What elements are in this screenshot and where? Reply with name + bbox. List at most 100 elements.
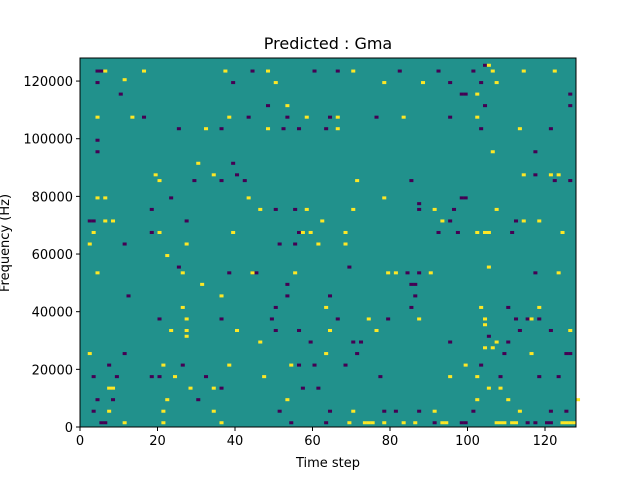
y-tick-label: 20000 [32,363,73,378]
heatmap-cell [176,265,181,269]
heatmap-cell [417,202,422,206]
heatmap-cell [370,421,375,425]
heatmap-cell [196,161,201,165]
heatmap-cell [122,78,127,82]
heatmap-cell [545,421,550,425]
heatmap-cell [502,352,507,356]
heatmap-cell [277,242,282,246]
heatmap-cell [285,294,290,298]
heatmap-cell [374,328,379,333]
heatmap-cell [254,271,259,275]
heatmap-cell [285,282,290,286]
heatmap-cell [479,363,484,367]
heatmap-cell [548,173,553,177]
heatmap-cell [355,179,360,183]
heatmap-cell [142,69,147,73]
heatmap-cell [475,230,480,234]
heatmap-cell [324,127,329,131]
heatmap-cell [180,271,185,275]
heatmap-cell [95,69,100,73]
heatmap-cell [486,386,491,390]
heatmap-cell [351,409,356,413]
heatmap-cell [533,150,538,154]
heatmap-cell [211,386,216,390]
heatmap-cell [114,375,119,379]
heatmap-cell [479,127,484,131]
heatmap-cell [227,115,232,119]
heatmap-cell [521,69,526,73]
heatmap-cell [483,317,488,321]
heatmap-cell [250,271,255,275]
heatmap-cell [428,271,433,275]
heatmap-cell [285,398,290,402]
heatmap-cell [103,69,108,73]
heatmap-cell [289,363,294,367]
y-tick-label: 40000 [32,306,73,321]
heatmap-cell [494,207,499,211]
heatmap-cells [87,63,581,425]
heatmap-cell [552,179,557,183]
heatmap-cell [475,398,480,402]
heatmap-cell [300,386,305,390]
heatmap-cell [328,409,333,413]
heatmap-cell [459,421,464,425]
heatmap-cell [393,271,398,275]
heatmap-cell [246,196,251,200]
heatmap-cell [95,398,100,402]
heatmap-cell [262,375,267,379]
heatmap-cell [382,421,387,425]
heatmap-cell [564,421,569,425]
heatmap-cell [335,317,340,321]
heatmap-cell [510,230,515,234]
heatmap-cell [483,63,488,67]
heatmap-cell [266,104,271,108]
heatmap-cell [483,323,488,327]
heatmap-cell [564,409,569,413]
heatmap-cell [316,242,321,246]
heatmap-cell [142,115,147,119]
heatmap-cell [366,317,371,321]
heatmap-cell [537,317,542,321]
heatmap-cell [107,363,112,367]
heatmap-cell [351,207,356,211]
heatmap-cell [297,328,302,333]
heatmap-cell [517,127,522,131]
heatmap-cell [149,207,154,211]
heatmap-cell [281,127,286,131]
heatmap-cell [471,69,476,73]
heatmap-cell [122,352,127,356]
heatmap-cell [374,115,379,119]
heatmap-cell [246,115,251,119]
heatmap-cell [316,386,321,390]
heatmap-cell [568,104,573,108]
heatmap-cell [556,271,561,275]
heatmap-cell [502,421,507,425]
heatmap-cell [564,352,569,356]
heatmap-cell [173,375,178,379]
heatmap-cell [157,375,162,379]
heatmap-cell [235,173,240,177]
heatmap-cell [475,375,480,379]
heatmap-cell [525,317,530,321]
heatmap-cell [335,69,340,73]
heatmap-cell [335,115,340,119]
heatmap-cell [514,421,519,425]
heatmap-cell [328,294,333,298]
heatmap-cell [219,421,224,425]
heatmap-cell [242,179,247,183]
heatmap-cell [320,219,325,223]
heatmap-cell [103,196,108,200]
heatmap-cell [506,398,511,402]
heatmap-cell [184,317,189,321]
heatmap-cell [452,207,457,211]
heatmap-cell [204,127,209,131]
heatmap-cell [157,230,162,234]
heatmap-cell [506,340,511,344]
plot-area [79,57,581,428]
heatmap-cell [401,421,406,425]
heatmap-cell [483,230,488,234]
heatmap-cell [382,196,387,200]
heatmap-cell [192,179,197,183]
x-axis-label: Time step [295,456,360,471]
